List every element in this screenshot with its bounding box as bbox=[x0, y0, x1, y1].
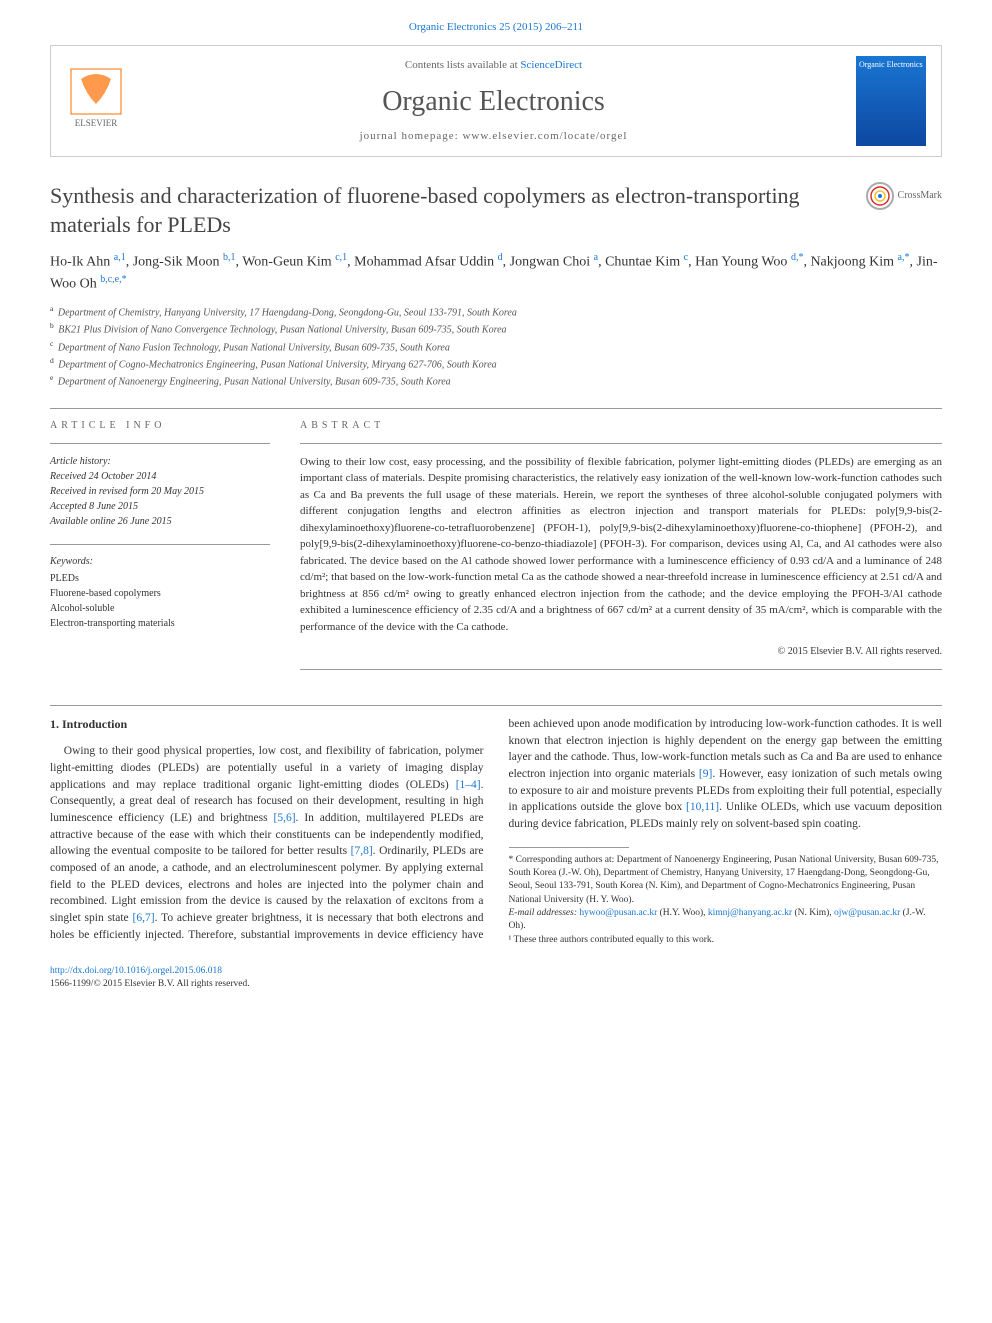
abstract-heading: ABSTRACT bbox=[300, 419, 942, 433]
header-center: Contents lists available at ScienceDirec… bbox=[141, 58, 846, 144]
citation-link[interactable]: Organic Electronics 25 (2015) 206–211 bbox=[409, 21, 583, 33]
reference-link[interactable]: [1–4] bbox=[456, 779, 481, 791]
reference-link[interactable]: [7,8] bbox=[351, 845, 373, 857]
reference-link[interactable]: [5,6] bbox=[273, 812, 295, 824]
reference-link[interactable]: [6,7] bbox=[133, 912, 155, 924]
abstract-copyright: © 2015 Elsevier B.V. All rights reserved… bbox=[300, 645, 942, 659]
keyword: Electron-transporting materials bbox=[50, 616, 270, 631]
body-text: allowing the eventual composite to be ta… bbox=[50, 845, 351, 857]
journal-header: ELSEVIER Contents lists available at Sci… bbox=[50, 45, 942, 157]
contents-text: Contents lists available at bbox=[405, 59, 520, 71]
section-heading: 1. Introduction bbox=[50, 716, 484, 733]
body-columns: 1. Introduction Owing to their good phys… bbox=[50, 716, 942, 947]
online-date: Available online 26 June 2015 bbox=[50, 514, 270, 529]
revised-date: Received in revised form 20 May 2015 bbox=[50, 484, 270, 499]
corresponding-note: * Corresponding authors at: Department o… bbox=[509, 854, 943, 907]
crossmark-label: CrossMark bbox=[898, 189, 942, 203]
email-who: (N. Kim), bbox=[792, 908, 834, 918]
abstract-text: Owing to their low cost, easy processing… bbox=[300, 454, 942, 636]
divider bbox=[50, 705, 942, 706]
issn-copyright: 1566-1199/© 2015 Elsevier B.V. All right… bbox=[50, 979, 250, 989]
article-history: Article history: Received 24 October 201… bbox=[50, 454, 270, 529]
equal-contribution-note: ¹ These three authors contributed equall… bbox=[509, 934, 943, 947]
sciencedirect-link[interactable]: ScienceDirect bbox=[520, 59, 582, 71]
elsevier-logo: ELSEVIER bbox=[66, 64, 126, 139]
body-text: Owing to their good physical properties,… bbox=[50, 745, 484, 790]
email-link[interactable]: ojw@pusan.ac.kr bbox=[834, 908, 900, 918]
article-info-column: ARTICLE INFO Article history: Received 2… bbox=[50, 419, 270, 681]
doi-link[interactable]: http://dx.doi.org/10.1016/j.orgel.2015.0… bbox=[50, 966, 222, 976]
footnote-separator bbox=[509, 847, 629, 848]
divider bbox=[300, 443, 942, 444]
footnotes: * Corresponding authors at: Department o… bbox=[509, 854, 943, 947]
keyword: Alcohol-soluble bbox=[50, 601, 270, 616]
email-label: E-mail addresses: bbox=[509, 908, 580, 918]
affiliation: e Department of Nanoenergy Engineering, … bbox=[50, 372, 942, 389]
svg-text:ELSEVIER: ELSEVIER bbox=[75, 118, 118, 128]
divider bbox=[50, 443, 270, 444]
history-label: Article history: bbox=[50, 454, 270, 469]
homepage-line: journal homepage: www.elsevier.com/locat… bbox=[141, 129, 846, 144]
email-line: E-mail addresses: hywoo@pusan.ac.kr (H.Y… bbox=[509, 907, 943, 934]
journal-name: Organic Electronics bbox=[141, 82, 846, 121]
received-date: Received 24 October 2014 bbox=[50, 469, 270, 484]
page-footer: http://dx.doi.org/10.1016/j.orgel.2015.0… bbox=[50, 965, 942, 992]
cover-label: Organic Electronics bbox=[856, 56, 926, 73]
affiliations: a Department of Chemistry, Hanyang Unive… bbox=[50, 303, 942, 390]
email-who: (H.Y. Woo), bbox=[657, 908, 708, 918]
crossmark-icon bbox=[866, 182, 894, 210]
affiliation: d Department of Cogno-Mechatronics Engin… bbox=[50, 355, 942, 372]
keywords-list: PLEDsFluorene-based copolymersAlcohol-so… bbox=[50, 571, 270, 631]
crossmark-badge[interactable]: CrossMark bbox=[866, 182, 942, 210]
keyword: Fluorene-based copolymers bbox=[50, 586, 270, 601]
divider bbox=[50, 408, 942, 409]
journal-cover-thumb: Organic Electronics bbox=[856, 56, 926, 146]
authors: Ho-Ik Ahn a,1, Jong-Sik Moon b,1, Won-Ge… bbox=[50, 250, 942, 295]
contents-line: Contents lists available at ScienceDirec… bbox=[141, 58, 846, 73]
reference-link[interactable]: [10,11] bbox=[686, 801, 719, 813]
divider bbox=[50, 544, 270, 545]
homepage-url: www.elsevier.com/locate/orgel bbox=[462, 130, 627, 142]
affiliation: c Department of Nano Fusion Technology, … bbox=[50, 338, 942, 355]
affiliation: b BK21 Plus Division of Nano Convergence… bbox=[50, 320, 942, 337]
accepted-date: Accepted 8 June 2015 bbox=[50, 499, 270, 514]
divider bbox=[300, 669, 942, 670]
email-link[interactable]: hywoo@pusan.ac.kr bbox=[579, 908, 657, 918]
citation-line: Organic Electronics 25 (2015) 206–211 bbox=[50, 20, 942, 35]
keywords-label: Keywords: bbox=[50, 555, 270, 569]
homepage-label: journal homepage: bbox=[360, 130, 463, 142]
info-abstract-row: ARTICLE INFO Article history: Received 2… bbox=[50, 419, 942, 681]
article-title: Synthesis and characterization of fluore… bbox=[50, 182, 851, 239]
title-row: Synthesis and characterization of fluore… bbox=[50, 182, 942, 239]
reference-link[interactable]: [9] bbox=[699, 768, 712, 780]
article-info-heading: ARTICLE INFO bbox=[50, 419, 270, 433]
email-link[interactable]: kimnj@hanyang.ac.kr bbox=[708, 908, 792, 918]
abstract-column: ABSTRACT Owing to their low cost, easy p… bbox=[300, 419, 942, 681]
affiliation: a Department of Chemistry, Hanyang Unive… bbox=[50, 303, 942, 320]
keyword: PLEDs bbox=[50, 571, 270, 586]
